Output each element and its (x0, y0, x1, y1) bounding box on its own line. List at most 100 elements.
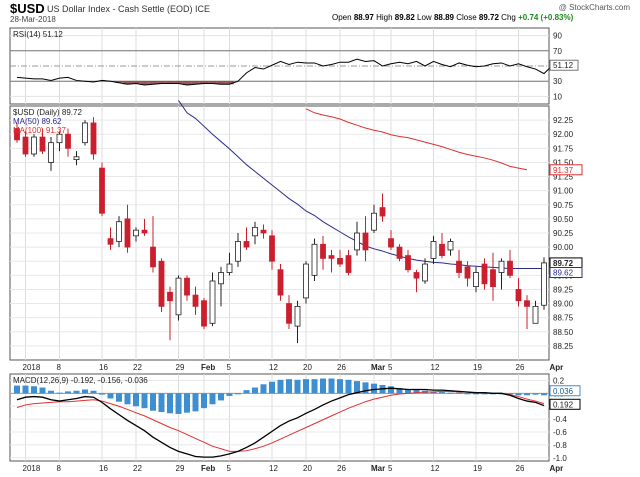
chart-header: $USD US Dollar Index - Cash Settle (EOD)… (0, 0, 640, 26)
rsi-oversold-fill (157, 81, 166, 84)
rsi-oversold-fill (208, 81, 217, 84)
macd-histogram-bar (541, 393, 547, 396)
macd-histogram-bar (294, 379, 301, 394)
macd-histogram-bar (73, 390, 80, 394)
low-value: 88.89 (433, 13, 454, 22)
description-label: US Dollar Index - Cash Settle (EOD) ICE (47, 4, 211, 14)
macd-tick-label: 0.2 (553, 376, 565, 385)
candle-body (22, 136, 29, 155)
candle-body (39, 136, 46, 152)
rsi-oversold-fill (140, 81, 149, 85)
candle-body (388, 238, 394, 248)
candle-body (515, 289, 522, 302)
candle-body (65, 133, 71, 149)
date-tick-label: 20 (303, 363, 312, 372)
rsi-tick-label: 70 (553, 47, 562, 56)
candle-body (158, 260, 165, 307)
candle-body (167, 291, 173, 302)
date-tick-label: 19 (473, 363, 482, 372)
candle-body (133, 229, 139, 237)
low-label: Low (417, 13, 432, 22)
bottom-date-tick-label: 29 (176, 464, 185, 473)
candle-body (150, 246, 156, 268)
candle-body (82, 122, 88, 144)
candle-body (269, 235, 275, 262)
macd-histogram-bar (243, 390, 250, 394)
price-tick-label: 91.75 (553, 144, 574, 153)
ma100-legend: MA(100) 91.37 (13, 126, 66, 135)
bottom-date-tick-label: Mar (371, 464, 385, 473)
candle-body (116, 221, 122, 242)
macd-histogram-bar (345, 379, 352, 394)
ma50-legend: MA(50) 89.62 (13, 117, 62, 126)
candle-body (56, 133, 63, 144)
date-tick-label: Mar (371, 363, 385, 372)
macd-histogram-bar (99, 393, 105, 395)
candle-body (48, 142, 54, 163)
macd-histogram-bar (235, 393, 241, 395)
rsi-legend: RSI(14) 51.12 (13, 30, 63, 39)
price-tick-label: 88.75 (553, 314, 574, 323)
candle-body (277, 269, 284, 296)
candle-body (73, 156, 80, 161)
close-value: 89.72 (478, 13, 499, 22)
candle-body (456, 260, 462, 273)
price-tick-label: 90.50 (553, 215, 574, 224)
date-tick-label: 2018 (23, 363, 41, 372)
rsi-current-label: 51.12 (553, 61, 574, 70)
macd-histogram-bar (116, 393, 122, 402)
ma100-line (305, 108, 528, 171)
date-tick-label: 8 (57, 363, 62, 372)
macd-histogram-bar (473, 393, 479, 395)
candle-body (175, 277, 182, 316)
candle-body (524, 300, 530, 307)
macd-tick-label: -0.8 (553, 441, 567, 450)
macd-histogram-bar (311, 379, 318, 394)
candle-body (294, 305, 301, 327)
macd-tick-label: -1.0 (553, 454, 567, 463)
date-tick-label: Apr (550, 363, 564, 372)
candle-body (379, 207, 386, 217)
candle-body (303, 263, 309, 299)
macd-histogram-bar (192, 393, 199, 412)
high-label: High (376, 13, 393, 22)
macd-histogram-bar (464, 393, 471, 395)
price-tick-label: 90.25 (553, 229, 574, 238)
bottom-date-tick-label: 12 (431, 464, 440, 473)
macd-histogram-bar (362, 382, 369, 394)
bottom-date-tick-label: 20 (303, 464, 312, 473)
brand-label[interactable]: @ StockCharts.com (558, 3, 630, 12)
high-value: 89.82 (394, 13, 415, 22)
candle-body (345, 255, 352, 273)
rsi-tick-label: 30 (553, 77, 562, 86)
candle-body (320, 243, 326, 259)
date-tick-label: 29 (176, 363, 185, 372)
candle-body (473, 272, 479, 288)
macd-tick-label: -0.4 (553, 415, 567, 424)
macd-histogram-bar (413, 390, 420, 394)
rsi-oversold-fill (182, 81, 192, 85)
macd-histogram-bar (39, 387, 46, 394)
date-tick-label: Feb (201, 363, 215, 372)
rsi-line (16, 58, 553, 86)
candle-body (235, 241, 241, 262)
bottom-date-tick-label: 5 (227, 464, 232, 473)
bottom-date-tick-label: 2018 (23, 464, 41, 473)
candle-body (328, 255, 335, 259)
candle-body (14, 128, 20, 141)
price-tick-label: 92.25 (553, 116, 574, 125)
price-tick-label: 90.00 (553, 243, 574, 252)
bottom-date-tick-label: 12 (269, 464, 278, 473)
bottom-date-tick-label: 16 (99, 464, 108, 473)
macd-histogram-bar (48, 390, 54, 394)
macd-histogram-bar (269, 381, 275, 394)
macd-histogram-bar (507, 393, 513, 395)
macd-histogram-bar (447, 392, 454, 394)
candle-body (354, 232, 360, 251)
macd-histogram-bar (396, 388, 403, 394)
candle-body (371, 212, 377, 231)
macd-hist-label: 0.036 (553, 387, 574, 396)
symbol-label: $USD (10, 1, 45, 16)
macd-histogram-bar (167, 393, 173, 414)
macd-value-tag (549, 398, 581, 410)
